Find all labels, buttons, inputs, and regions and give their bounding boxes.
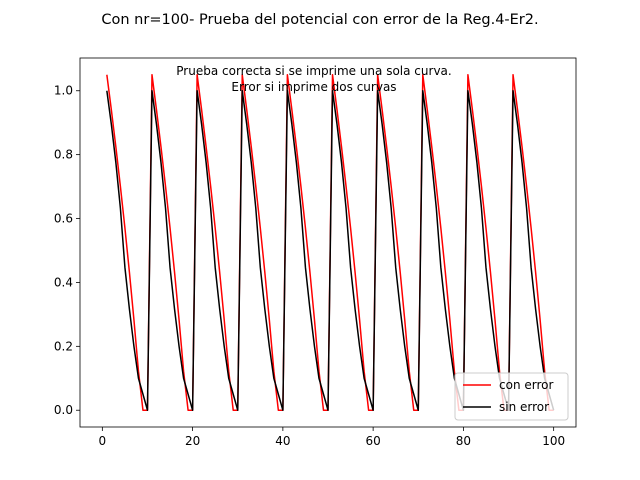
- y-tick-label: 0.6: [54, 212, 73, 226]
- x-tick-label: 100: [542, 434, 565, 448]
- annotation-layer: Prueba correcta si se imprime una sola c…: [176, 64, 451, 94]
- chart-title: Con nr=100- Prueba del potencial con err…: [101, 12, 538, 28]
- legend-label-con-error: con error: [499, 378, 553, 392]
- x-tick-label: 0: [99, 434, 107, 448]
- y-tick-label: 0.4: [54, 275, 73, 289]
- legend: con error sin error: [454, 372, 569, 421]
- annotation-line-1: Prueba correcta si se imprime una sola c…: [176, 64, 451, 78]
- y-tick-label: 0.8: [54, 148, 73, 162]
- legend-label-sin-error: sin error: [499, 400, 549, 414]
- series-line-sin-error: [106, 90, 555, 411]
- plot-frame: [79, 57, 577, 428]
- y-axis: 0.0 0.2 0.4 0.6 0.8 1.0: [54, 84, 80, 417]
- y-tick-label: 0.0: [54, 403, 73, 417]
- x-tick-label: 40: [275, 434, 290, 448]
- y-tick-label: 0.2: [54, 339, 73, 353]
- y-tick-label: 1.0: [54, 84, 73, 98]
- x-axis: 0 20 40 60 80 100: [99, 427, 565, 448]
- x-tick-label: 20: [185, 434, 200, 448]
- annotation-line-2: Error si imprime dos curvas: [231, 80, 396, 94]
- x-tick-label: 60: [365, 434, 380, 448]
- x-tick-label: 80: [456, 434, 471, 448]
- series-layer: [79, 57, 577, 428]
